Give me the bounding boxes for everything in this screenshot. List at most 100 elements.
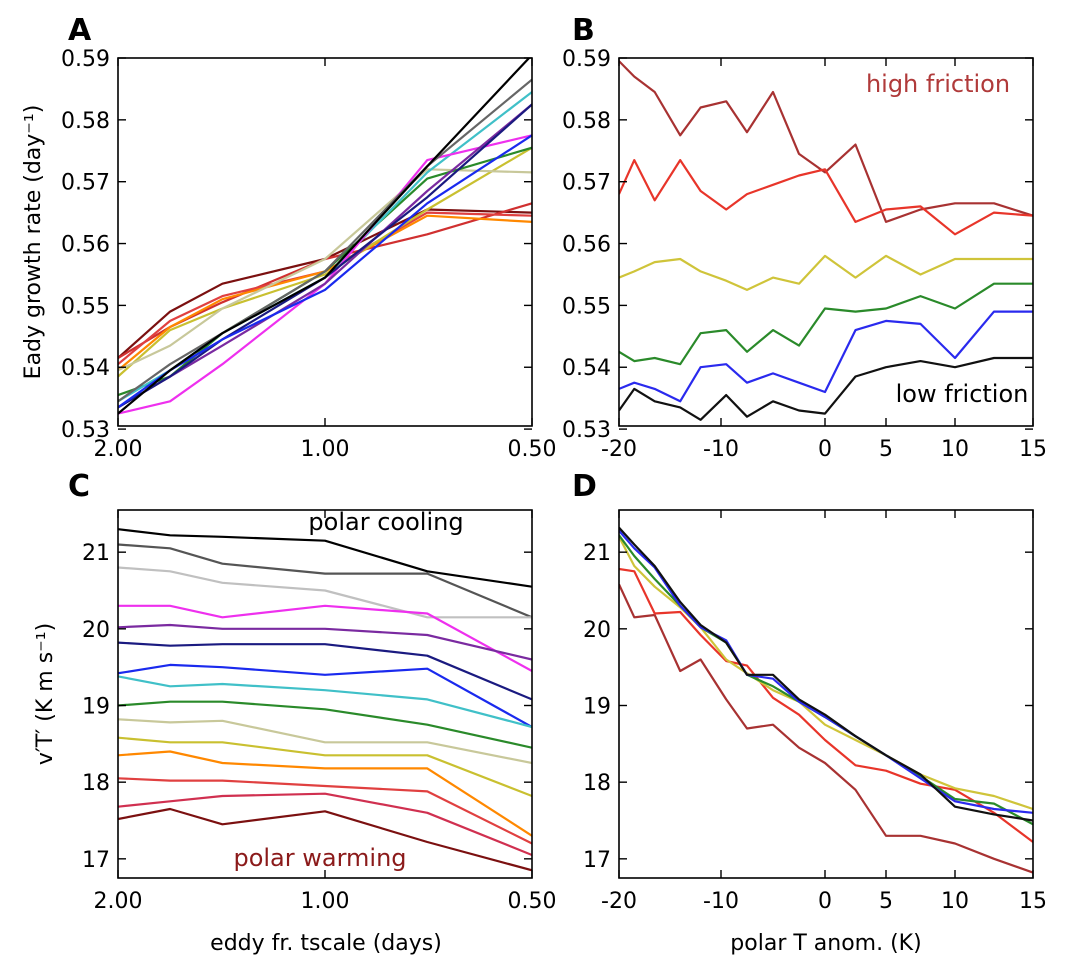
series-line-5 — [619, 310, 1033, 403]
series-line-5 — [118, 146, 532, 378]
panel-label: D — [572, 469, 597, 504]
series-line-1 — [619, 583, 1033, 874]
y-tick-label: 0.57 — [61, 171, 110, 196]
x-tick-label: 1.00 — [301, 437, 350, 462]
series-line-2 — [619, 159, 1033, 236]
y-tick-label: 18 — [82, 771, 110, 796]
x-tick-label: 15 — [1019, 889, 1047, 914]
x-tick-label: 10 — [941, 889, 969, 914]
plot-frame — [618, 57, 1034, 427]
series-line-11 — [118, 736, 532, 798]
panel-label: C — [68, 469, 90, 504]
series-line-9 — [118, 134, 532, 415]
series-line-8 — [118, 91, 532, 403]
series-line-13 — [118, 777, 532, 845]
x-tick-label: 15 — [1019, 437, 1047, 462]
series-line-6 — [118, 168, 532, 372]
x-tick-label: 0 — [818, 437, 832, 462]
x-tick-label: -20 — [601, 437, 637, 462]
x-tick-label: -20 — [601, 889, 637, 914]
y-tick-label: 19 — [82, 695, 110, 720]
y-tick-label: 20 — [82, 618, 110, 643]
series-line-6 — [619, 356, 1033, 421]
series-line-9 — [118, 700, 532, 749]
panel-a: 0.53 0.54 0.55 0.56 0.57 0.58 0.59 2.00 1.00 0.50… — [21, 13, 556, 462]
y-tick-label: 0.54 — [61, 356, 110, 381]
panel-b: 0.53 0.54 0.55 0.56 0.57 0.58 0.59 -20 -10 0 5 10 15… — [562, 13, 1047, 462]
x-tick-label: 5 — [879, 889, 893, 914]
series-line-4 — [118, 604, 532, 672]
x-tick-label: -10 — [703, 437, 739, 462]
series-line-13 — [118, 78, 532, 403]
x-tick-label: 5 — [879, 437, 893, 462]
series-group — [619, 60, 1033, 421]
y-tick-label: 0.55 — [562, 294, 611, 319]
x-axis-label: polar T anom. (K) — [730, 931, 921, 956]
series-line-3 — [118, 211, 532, 366]
series-line-6 — [118, 641, 532, 701]
x-axis-label: eddy fr. tscale (days) — [210, 931, 442, 956]
y-tick-label: 17 — [82, 848, 110, 873]
series-line-5 — [118, 623, 532, 661]
panel-c: 17 18 19 20 21 2.00 1.00 0.50 Cv′T′ (K m s⁻¹) edd… — [33, 469, 556, 956]
panel-label: A — [68, 13, 92, 48]
series-line-11 — [118, 103, 532, 409]
x-tick-label: 1.00 — [301, 889, 350, 914]
series-line-8 — [118, 675, 532, 729]
series-group — [118, 58, 532, 415]
x-tick-label: 2.00 — [94, 889, 143, 914]
series-group — [118, 528, 532, 872]
y-tick-label: 0.59 — [61, 47, 110, 72]
x-tick-label: -10 — [703, 889, 739, 914]
series-line-3 — [619, 254, 1033, 291]
series-line-3 — [619, 536, 1033, 811]
series-line-4 — [118, 214, 532, 372]
series-line-3 — [118, 566, 532, 619]
x-tick-label: 0.50 — [508, 437, 557, 462]
panel-label: B — [572, 13, 595, 48]
y-tick-label: 19 — [583, 695, 611, 720]
x-tick-label: 2.00 — [94, 437, 143, 462]
series-line-4 — [619, 534, 1033, 826]
y-tick-label: 21 — [583, 541, 611, 566]
y-tick-label: 0.56 — [61, 233, 110, 258]
y-tick-label: 0.54 — [562, 356, 611, 381]
y-axis-label: v′T′ (K m s⁻¹) — [33, 623, 58, 765]
y-tick-label: 18 — [583, 771, 611, 796]
series-group — [619, 526, 1033, 874]
series-line-7 — [118, 663, 532, 728]
series-line-14 — [118, 58, 531, 415]
y-tick-label: 0.55 — [61, 294, 110, 319]
series-line-15 — [118, 807, 532, 872]
y-tick-label: 0.59 — [562, 47, 611, 72]
series-line-1 — [619, 60, 1033, 223]
x-tick-label: 10 — [941, 437, 969, 462]
y-tick-label: 0.58 — [562, 109, 611, 134]
series-line-10 — [118, 718, 532, 765]
plot-frame — [618, 509, 1034, 879]
y-axis-label: Eady growth rate (day⁻¹) — [21, 105, 46, 380]
x-tick-label: 0.50 — [508, 889, 557, 914]
y-tick-label: 0.53 — [61, 418, 110, 443]
series-line-1 — [118, 528, 532, 588]
series-line-2 — [118, 202, 532, 359]
y-tick-label: 0.53 — [562, 418, 611, 443]
y-tick-label: 17 — [583, 848, 611, 873]
series-line-1 — [118, 208, 532, 359]
plot-frame — [117, 509, 533, 879]
y-tick-label: 0.58 — [61, 109, 110, 134]
annotation-label: low friction — [896, 380, 1029, 408]
annotation-label: high friction — [866, 70, 1010, 98]
x-tick-label: 0 — [818, 889, 832, 914]
series-line-14 — [118, 792, 532, 857]
y-tick-label: 0.56 — [562, 233, 611, 258]
y-tick-label: 21 — [82, 541, 110, 566]
series-line-6 — [619, 526, 1033, 822]
annotation-label: polar cooling — [308, 508, 463, 536]
series-line-12 — [118, 750, 532, 837]
annotation-label: polar warming — [233, 844, 406, 872]
series-line-4 — [619, 282, 1033, 366]
y-tick-label: 20 — [583, 618, 611, 643]
